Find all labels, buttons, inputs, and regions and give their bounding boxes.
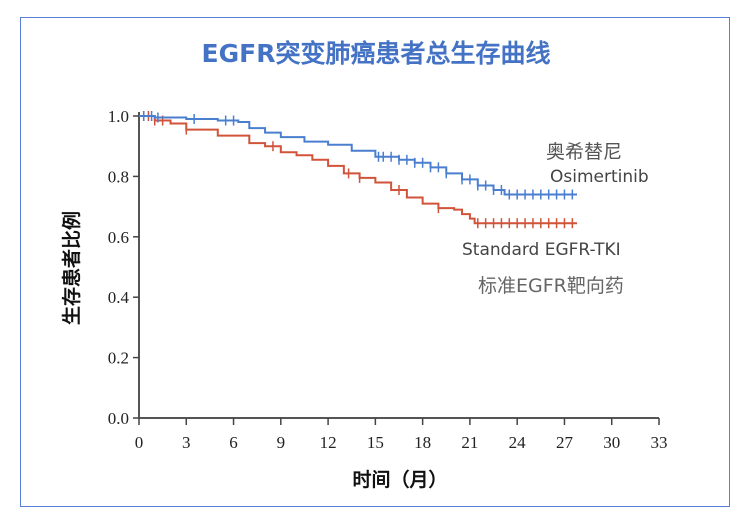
- x-tick-label: 9: [277, 433, 286, 452]
- y-axis-label: 生存患者比例: [60, 211, 83, 325]
- y-tick-label: 1.0: [108, 107, 129, 126]
- y-tick-label: 0.8: [108, 167, 129, 186]
- x-tick-label: 3: [182, 433, 191, 452]
- chart-frame: [20, 17, 730, 507]
- x-tick-label: 33: [651, 433, 668, 452]
- x-tick-label: 6: [229, 433, 238, 452]
- chart-title: EGFR突变肺癌患者总生存曲线: [201, 39, 551, 68]
- x-tick-label: 18: [414, 433, 431, 452]
- x-tick-label: 24: [509, 433, 527, 452]
- series-label-osimertinib-cn: 奥希替尼: [546, 141, 622, 163]
- survival-curve-1: [139, 115, 578, 225]
- y-tick-label: 0.0: [108, 409, 129, 428]
- x-tick-label: 27: [556, 433, 574, 452]
- x-tick-label: 30: [603, 433, 620, 452]
- x-tick-label: 0: [135, 433, 144, 452]
- series-label-standard-cn: 标准EGFR靶向药: [478, 275, 624, 297]
- x-axis-label: 时间（月）: [352, 468, 447, 491]
- survival-curve-0: [139, 115, 578, 196]
- x-tick-label: 12: [320, 433, 337, 452]
- series-label-standard-en: Standard EGFR-TKI: [462, 240, 621, 260]
- y-tick-label: 0.2: [108, 349, 129, 368]
- x-tick-label: 21: [461, 433, 478, 452]
- y-tick-label: 0.6: [108, 228, 129, 247]
- x-tick-label: 15: [367, 433, 384, 452]
- y-tick-label: 0.4: [108, 288, 130, 307]
- series-label-osimertinib-en: Osimertinib: [550, 167, 649, 187]
